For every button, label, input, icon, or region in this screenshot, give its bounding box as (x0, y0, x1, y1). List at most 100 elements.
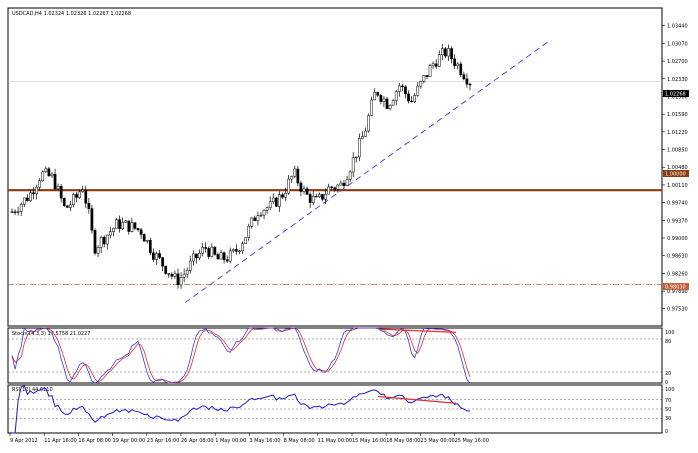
bear-candle (330, 186, 334, 189)
bear-candle (10, 211, 14, 213)
bull-candle (29, 192, 32, 201)
bull-candle (437, 54, 441, 67)
bear-candle (195, 253, 198, 259)
bull-candle (456, 63, 460, 67)
stochastic-indicator (8, 327, 662, 384)
bull-candle (112, 228, 115, 232)
bear-candle (225, 259, 229, 262)
price-tick-label: 0.98260 (667, 271, 688, 277)
bull-candle (35, 187, 38, 195)
bull-candle (327, 186, 330, 195)
bull-candle (56, 186, 60, 190)
price-tick-label: 0.98630 (667, 254, 688, 260)
dashdot-level-label: 0.98030 (665, 285, 686, 291)
bull-candle (238, 250, 241, 252)
bull-candle (69, 204, 72, 208)
bull-candle (155, 253, 158, 260)
price-axis: 1.03440 1.03070 1.02700 1.02330 1.01960 1.015… (662, 24, 688, 312)
price-tick-label: 1.01960 (667, 94, 688, 100)
stoch-pane-border (7, 327, 663, 384)
bear-candle (133, 222, 137, 229)
bear-candle (87, 203, 91, 209)
stoch-tick-100: 100 (665, 330, 675, 336)
bull-candle (370, 99, 373, 116)
time-tick-label: 1 May 00:00 (215, 438, 246, 444)
bull-candle (364, 130, 367, 137)
bear-candle (385, 98, 389, 109)
price-tick-label: 1.00110 (667, 183, 688, 189)
bear-candle (453, 58, 456, 67)
price-tick-label: 1.02700 (667, 59, 688, 65)
bear-candle (213, 246, 217, 255)
bear-candle (434, 63, 438, 67)
bear-candle (407, 93, 410, 102)
bull-candle (38, 180, 42, 188)
bear-candle (468, 83, 472, 86)
bull-candle (388, 104, 392, 109)
bull-candle (201, 247, 204, 254)
bull-candle (185, 270, 189, 275)
bull-candle (250, 217, 254, 227)
bull-candle (259, 214, 263, 217)
time-tick-label: 18 May 08:00 (386, 438, 420, 444)
bull-candle (394, 91, 398, 101)
bear-candle (342, 182, 346, 186)
price-tick-label: 1.00480 (667, 165, 688, 171)
price-tick-label: 0.97530 (667, 306, 688, 312)
bear-candle (216, 254, 220, 260)
bull-candle (50, 173, 54, 177)
time-tick-label: 11 Apr 16:00 (44, 438, 77, 444)
bull-candle (354, 156, 358, 158)
bear-candle (118, 219, 121, 229)
bull-candle (105, 234, 109, 245)
bull-candle (428, 65, 432, 77)
time-tick-label: 23 May 00:00 (420, 438, 454, 444)
bear-candle (62, 197, 66, 206)
bull-candle (336, 184, 340, 190)
bear-candle (281, 194, 284, 198)
bull-candle (99, 237, 103, 248)
bear-candle (305, 188, 309, 195)
bull-candle (397, 85, 401, 92)
bear-candle (296, 168, 300, 184)
rsi-divergence-line (377, 395, 457, 404)
trend-line (184, 41, 549, 303)
bear-candle (450, 48, 453, 60)
bull-candle (265, 207, 269, 211)
time-tick-label: 15 May 16:00 (352, 438, 386, 444)
bull-candle (16, 211, 20, 213)
bull-candle (121, 222, 125, 229)
bull-candle (348, 171, 352, 180)
time-tick-label: 3 May 16:00 (249, 438, 280, 444)
bull-candle (382, 98, 386, 102)
bear-candle (170, 274, 174, 277)
candlestick-series (10, 44, 472, 289)
bull-candle (339, 182, 343, 186)
bull-candle (268, 201, 272, 208)
bull-candle (241, 243, 244, 252)
bear-candle (314, 195, 318, 198)
bull-candle (373, 92, 377, 101)
bull-candle (244, 237, 247, 244)
time-tick-label: 8 May 08:00 (284, 438, 315, 444)
price-tick-label: 1.01590 (667, 112, 688, 118)
bear-candle (404, 86, 407, 95)
main-title: USDCAD,H4 1.02324 1.02326 1.02267 1.0226… (12, 11, 131, 17)
bull-candle (78, 191, 81, 198)
rsi-tick-100: 100 (665, 387, 675, 393)
bear-candle (235, 249, 238, 252)
horizontal-levels (8, 41, 662, 303)
bull-candle (422, 75, 426, 82)
bull-candle (324, 193, 327, 200)
rsi-pane-border (7, 384, 663, 434)
time-tick-label: 19 Apr 00:00 (113, 438, 146, 444)
bear-candle (32, 192, 35, 195)
bull-candle (293, 168, 297, 177)
bull-candle (19, 203, 23, 212)
rsi-tick-0: 0 (665, 429, 668, 435)
bull-candle (72, 194, 75, 206)
bear-candle (152, 252, 155, 260)
bear-candle (299, 182, 303, 192)
